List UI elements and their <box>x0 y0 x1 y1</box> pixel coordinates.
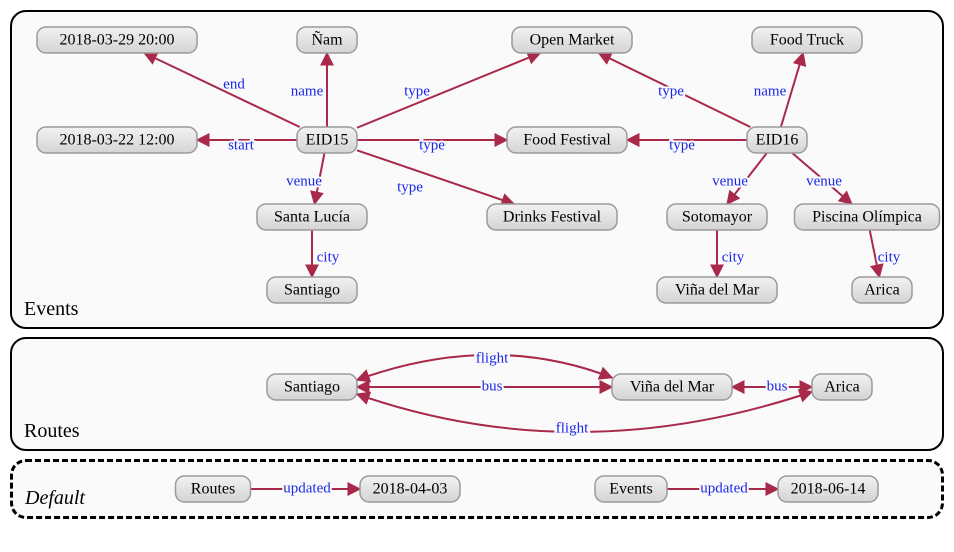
node-label: 2018-06-14 <box>791 481 866 498</box>
graph-node: EID15 <box>297 127 357 153</box>
graph-node: Santa Lucía <box>257 204 367 230</box>
edges-layer: updated updated <box>251 480 779 496</box>
events-panel-label: Events <box>24 298 78 321</box>
edge-label: type <box>397 179 423 195</box>
graph-node: Santiago <box>267 374 357 400</box>
node-label: Food Truck <box>770 32 844 49</box>
edge-label: updated <box>700 480 748 496</box>
edge-label: city <box>317 249 340 265</box>
default-panel-label: Default <box>25 487 85 510</box>
routes-panel: flight bus bus flight Santiago Viña del Mar Ar… <box>10 337 944 451</box>
graph-node: Viña del Mar <box>612 374 732 400</box>
edge-label: bus <box>482 378 503 394</box>
node-label: 2018-04-03 <box>373 481 448 498</box>
node-label: Open Market <box>530 32 615 49</box>
edge-label: city <box>722 249 745 265</box>
node-label: EID16 <box>756 132 799 149</box>
node-label: 2018-03-29 20:00 <box>59 32 174 49</box>
edges-layer: end name type start type venue type type name typ… <box>144 53 900 277</box>
nodes-layer: 2018-03-29 20:00 Ñam Open Market Food Truck… <box>37 27 940 303</box>
node-label: Santa Lucía <box>274 209 350 226</box>
graph-node: Food Festival <box>507 127 627 153</box>
node-label: Arica <box>824 379 860 396</box>
graph-node: Routes <box>176 476 251 502</box>
edge-label: updated <box>283 480 331 496</box>
graph-node: Events <box>595 476 667 502</box>
edge-label: venue <box>806 173 842 189</box>
graph-node: Arica <box>812 374 872 400</box>
node-label: Drinks Festival <box>503 209 602 226</box>
edge-label: venue <box>286 173 322 189</box>
graph-node: Ñam <box>297 27 357 53</box>
graph-node: Viña del Mar <box>657 277 777 303</box>
graph-node: 2018-03-22 12:00 <box>37 127 197 153</box>
node-label: Ñam <box>311 31 343 49</box>
graph-node: Santiago <box>267 277 357 303</box>
node-label: EID15 <box>306 132 349 149</box>
default-graph: updated updated Routes 2018-04-03 Events 2018… <box>13 462 947 516</box>
graph-node: 2018-04-03 <box>360 476 460 502</box>
edge-label: name <box>291 83 324 99</box>
graph-node: Food Truck <box>752 27 862 53</box>
edge-label: type <box>404 83 430 99</box>
node-label: Santiago <box>284 379 340 396</box>
routes-panel-label: Routes <box>24 420 80 443</box>
node-label: Viña del Mar <box>630 379 715 396</box>
graph-node: Piscina Olímpica <box>795 204 940 230</box>
edges-layer: flight bus bus flight <box>357 350 812 436</box>
events-panel: end name type start type venue type type name typ… <box>10 10 944 329</box>
edge-label: name <box>754 83 787 99</box>
graph-node: 2018-03-29 20:00 <box>37 27 197 53</box>
node-label: Viña del Mar <box>675 282 760 299</box>
node-label: 2018-03-22 12:00 <box>59 132 174 149</box>
edge-label: city <box>878 249 901 265</box>
edge-label: type <box>669 137 695 153</box>
graph-node: Drinks Festival <box>487 204 617 230</box>
graph-node: EID16 <box>747 127 807 153</box>
default-panel: updated updated Routes 2018-04-03 Events 2018… <box>10 459 944 519</box>
node-label: Events <box>609 481 653 498</box>
events-graph: end name type start type venue type type name typ… <box>12 12 946 327</box>
edge-label: flight <box>556 420 589 436</box>
graph-node: Open Market <box>512 27 632 53</box>
edge-label: venue <box>712 173 748 189</box>
graph-node: Arica <box>852 277 912 303</box>
node-label: Food Festival <box>523 132 611 149</box>
node-label: Santiago <box>284 282 340 299</box>
edge-label: end <box>223 76 245 92</box>
routes-graph: flight bus bus flight Santiago Viña del Mar Ar… <box>12 339 946 449</box>
node-label: Piscina Olímpica <box>812 209 922 226</box>
edge-label: start <box>228 137 255 153</box>
graph-node: 2018-06-14 <box>778 476 878 502</box>
edge-label: type <box>658 83 684 99</box>
node-label: Arica <box>864 282 900 299</box>
edge-label: bus <box>767 378 788 394</box>
node-label: Sotomayor <box>682 209 753 226</box>
node-label: Routes <box>191 481 235 498</box>
edge-label: type <box>419 137 445 153</box>
graph-node: Sotomayor <box>667 204 767 230</box>
edge-label: flight <box>476 350 509 366</box>
